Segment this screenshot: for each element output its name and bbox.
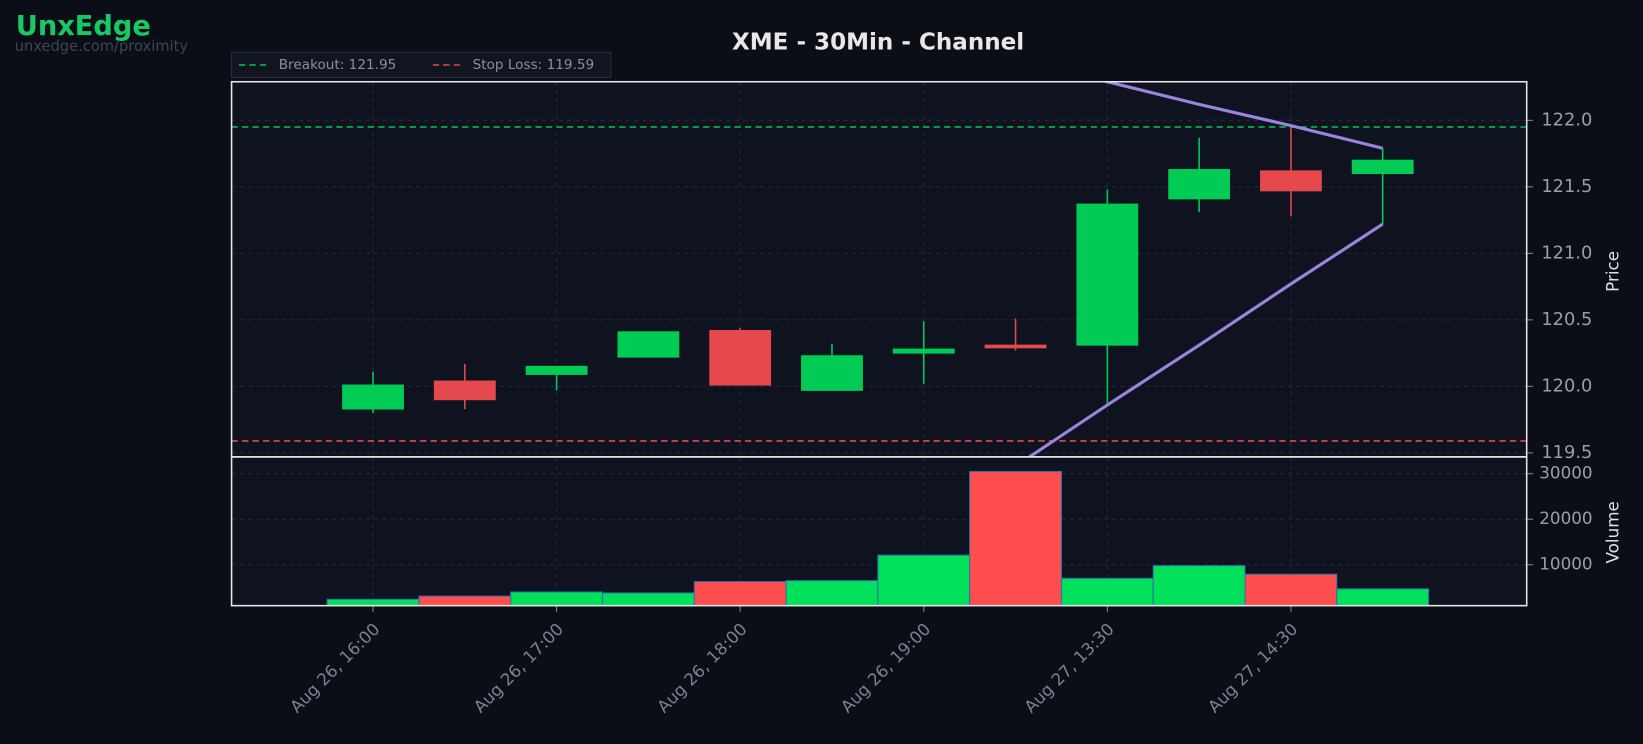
- volume-bar: [1336, 588, 1430, 606]
- volume-bar: [969, 470, 1062, 606]
- y-tick-label: 120.5: [1541, 309, 1592, 330]
- volume-bar: [601, 592, 695, 606]
- legend: [231, 51, 612, 79]
- y-tick-label: 120.0: [1541, 375, 1592, 396]
- candle-body: [892, 348, 955, 354]
- y-axis-label: Price: [1603, 251, 1623, 292]
- y-tick-label: 119.5: [1541, 442, 1592, 463]
- y-tick-label: 122.0: [1541, 109, 1592, 130]
- candle-body: [1351, 159, 1414, 175]
- candle-body: [617, 331, 680, 358]
- channel-line: [1100, 81, 1384, 150]
- candles: [231, 81, 1527, 457]
- price-panel: [231, 81, 1527, 457]
- volume-bar: [1152, 565, 1246, 606]
- candle-body: [1260, 170, 1322, 192]
- brand-url: unxedge.com/proximity: [15, 38, 189, 55]
- y-tick-label: 10000: [1539, 554, 1592, 574]
- y-tick-label: 20000: [1539, 508, 1592, 528]
- brand-name: UnxEdge: [16, 11, 151, 42]
- chart-title: XME - 30Min - Channel: [732, 29, 1024, 55]
- volume-bars: [326, 470, 1430, 606]
- y-tick-label: 121.0: [1541, 242, 1592, 263]
- y-tick-label: 30000: [1539, 463, 1592, 483]
- legend-stop-loss: Stop Loss: 119.59: [473, 57, 595, 73]
- candle-body: [342, 384, 404, 410]
- volume-bar: [510, 591, 604, 606]
- volume-bar: [785, 580, 879, 606]
- candle-body: [433, 380, 496, 401]
- candle-body: [525, 365, 588, 375]
- volume-bar: [418, 595, 512, 606]
- volume-bar: [1060, 577, 1154, 606]
- volume-bar: [877, 554, 971, 606]
- candle-body: [984, 344, 1047, 349]
- volume-bar: [693, 581, 787, 606]
- candle-body: [801, 355, 863, 391]
- y-tick-label: 121.5: [1541, 176, 1592, 197]
- candle-body: [1076, 203, 1139, 346]
- volume-frame: [230, 456, 1528, 607]
- y-axis-label: Volume: [1603, 501, 1623, 563]
- candle-body: [709, 329, 772, 386]
- volume-bar: [326, 598, 420, 606]
- channel-line: [1026, 222, 1384, 457]
- legend-breakout: Breakout: 121.95: [279, 57, 397, 73]
- candle-body: [1168, 169, 1231, 200]
- volume-bar: [1244, 573, 1338, 606]
